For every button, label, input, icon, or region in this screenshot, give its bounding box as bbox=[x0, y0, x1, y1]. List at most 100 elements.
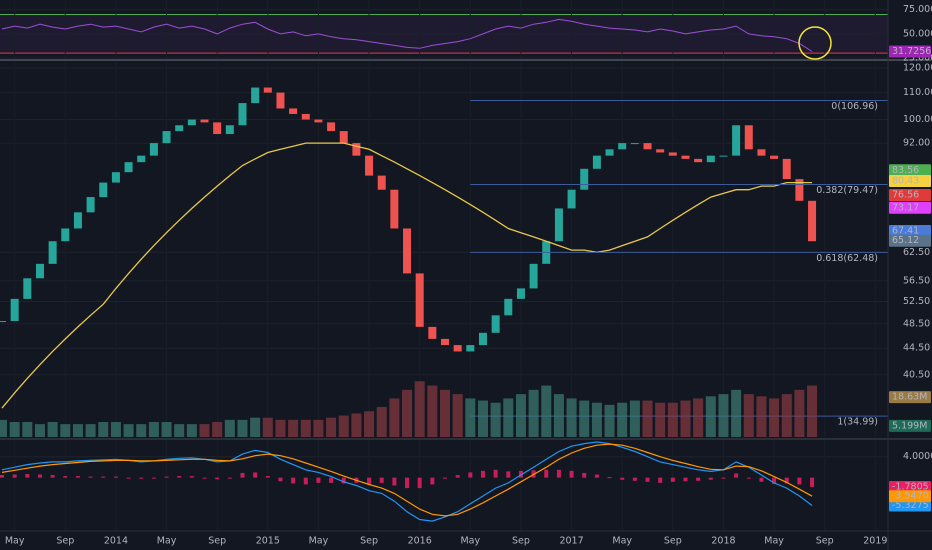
macd-histogram-bar bbox=[632, 477, 637, 481]
candle bbox=[466, 345, 475, 352]
volume-bar bbox=[414, 381, 425, 437]
volume-bar bbox=[807, 385, 818, 437]
volume-bar bbox=[300, 419, 311, 437]
volume-bar bbox=[705, 396, 716, 437]
candle bbox=[681, 155, 690, 159]
macd-histogram-bar bbox=[417, 477, 422, 489]
macd-histogram-bar bbox=[329, 477, 334, 483]
macd-histogram-bar bbox=[683, 477, 688, 482]
macd-histogram-bar bbox=[658, 477, 663, 483]
candle bbox=[377, 175, 386, 190]
candle bbox=[428, 326, 437, 339]
volume-bar bbox=[250, 417, 261, 437]
candle bbox=[276, 92, 285, 109]
candle bbox=[567, 189, 576, 209]
candle bbox=[23, 278, 32, 299]
macd-histogram-bar bbox=[784, 477, 789, 484]
price-badge bbox=[889, 188, 931, 201]
volume-bar bbox=[224, 419, 235, 437]
macd-histogram-bar bbox=[569, 470, 574, 478]
candle bbox=[630, 143, 639, 145]
candle bbox=[213, 122, 222, 135]
macd-histogram-bar bbox=[189, 476, 194, 478]
y-tick-label: 56.50 bbox=[903, 275, 930, 286]
macd-histogram-bar bbox=[37, 474, 42, 478]
volume-bar bbox=[110, 422, 121, 437]
volume-bar bbox=[794, 389, 805, 437]
badge-label: 65.12 bbox=[892, 235, 919, 246]
macd-histogram-bar bbox=[746, 477, 751, 479]
macd-histogram-bar bbox=[645, 477, 650, 482]
y-tick-label: 75.0000 bbox=[903, 4, 932, 15]
volume-bar bbox=[617, 402, 628, 437]
volume-bar bbox=[262, 417, 273, 437]
macd-histogram-bar bbox=[607, 477, 612, 479]
x-tick-label: Sep bbox=[512, 536, 530, 547]
macd-histogram-bar bbox=[316, 477, 321, 483]
macd-histogram-bar bbox=[63, 476, 68, 478]
candle bbox=[554, 208, 563, 242]
volume-bar bbox=[541, 385, 552, 437]
price-badge bbox=[889, 45, 931, 58]
macd-histogram-bar bbox=[303, 477, 308, 485]
volume-bar bbox=[389, 398, 400, 437]
badge-label: 5.199M bbox=[892, 420, 927, 431]
x-tick-label: 2019 bbox=[863, 536, 887, 547]
candle bbox=[618, 143, 627, 150]
candle bbox=[390, 189, 399, 229]
x-tick-label: Sep bbox=[360, 536, 378, 547]
price-badge bbox=[889, 175, 931, 188]
volume-bar bbox=[9, 422, 20, 437]
candle bbox=[478, 332, 487, 346]
x-tick-label: 2014 bbox=[104, 536, 128, 547]
volume-bar bbox=[85, 424, 96, 437]
macd-histogram-bar bbox=[341, 477, 346, 484]
badge-label: 80.43 bbox=[892, 176, 919, 187]
candle bbox=[403, 228, 412, 274]
macd-histogram-bar bbox=[443, 477, 447, 479]
candle bbox=[175, 125, 184, 132]
volume-bar bbox=[148, 422, 159, 437]
macd-histogram-bar bbox=[708, 477, 713, 480]
candle bbox=[757, 149, 766, 156]
price-badge bbox=[889, 490, 931, 503]
volume-bar bbox=[566, 398, 577, 437]
y-tick-label: 40.50 bbox=[903, 369, 930, 380]
candle bbox=[200, 119, 209, 123]
macd-histogram-bar bbox=[12, 474, 17, 478]
labels: 75.0000 50.0000 25.000031.7256 120.00 110.00… bbox=[5, 4, 932, 546]
candle bbox=[35, 263, 44, 279]
macd-histogram-bar bbox=[101, 476, 106, 478]
macd-histogram-bar bbox=[544, 469, 549, 478]
candle bbox=[149, 143, 158, 156]
macd-histogram-bar bbox=[177, 476, 182, 478]
price-badge bbox=[889, 224, 931, 237]
macd-histogram-bar bbox=[139, 477, 144, 479]
volume-bar bbox=[338, 415, 349, 437]
candle bbox=[694, 158, 703, 163]
candle bbox=[289, 108, 298, 114]
volume-bar bbox=[553, 394, 564, 437]
macd-histogram-bar bbox=[392, 477, 397, 486]
volume-bar bbox=[237, 419, 248, 437]
fib-label: 0.382(79.47) bbox=[816, 185, 878, 196]
x-tick-label: May bbox=[5, 536, 25, 547]
price-badge bbox=[889, 480, 931, 493]
volume-bar bbox=[440, 389, 450, 437]
candle bbox=[668, 152, 677, 156]
y-tick-label: 52.50 bbox=[903, 296, 930, 307]
volume-bar bbox=[136, 424, 147, 437]
macd-histogram-bar bbox=[734, 473, 739, 478]
macd-histogram-bar bbox=[670, 477, 675, 482]
candle bbox=[225, 125, 234, 135]
volume-bar bbox=[465, 398, 476, 437]
volume-bar bbox=[288, 419, 299, 437]
price-badge bbox=[889, 201, 931, 214]
candle bbox=[491, 315, 500, 333]
macd-histogram-bar bbox=[721, 477, 726, 479]
volume-bar bbox=[528, 389, 539, 437]
badge-label: -3.5470 bbox=[892, 491, 929, 502]
